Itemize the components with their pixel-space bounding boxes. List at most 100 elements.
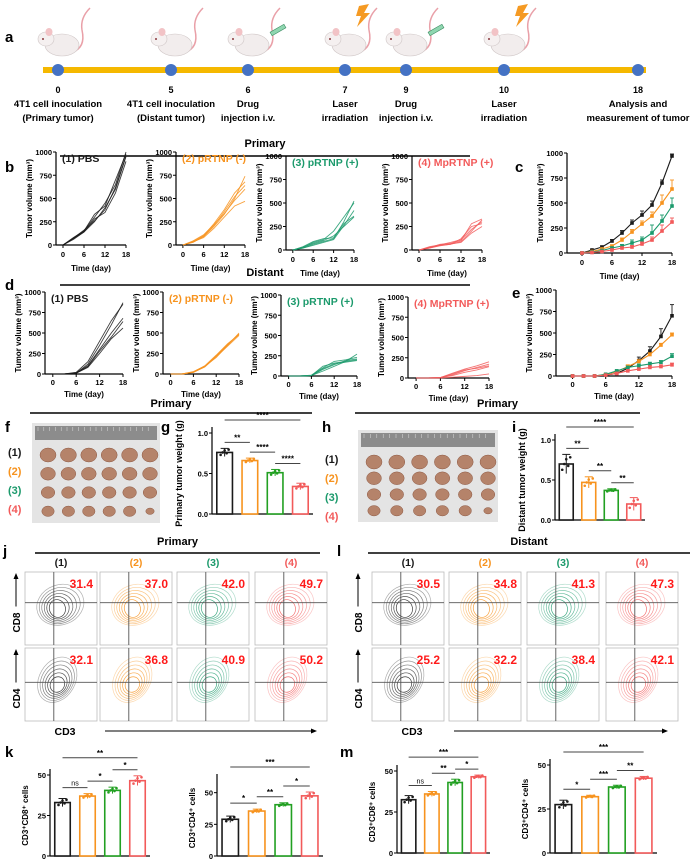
data-point [614, 371, 619, 376]
tumor-growth-panel-d-4: 0 250 500 750 1000 0 6 12 18 Tumor volume (mm³) Ti… [377, 293, 493, 403]
tumor [366, 488, 382, 501]
y-tick-label: 0 [168, 241, 172, 250]
replicate-dot [568, 455, 572, 459]
x-tick-label: 12 [635, 380, 643, 389]
tumor [81, 467, 97, 481]
contour-plot: 32.2 [448, 647, 522, 722]
panel-letter-c: c [515, 159, 523, 176]
replicate-dot [226, 817, 230, 821]
tumor [121, 467, 138, 481]
replicate-dot [269, 473, 273, 476]
significance-label: ** [234, 433, 241, 442]
quadrant-percentage: 41.3 [572, 577, 596, 591]
tumor [411, 454, 428, 470]
replicate-dot [115, 786, 118, 790]
tumor-growth-panel-d-2: 0 250 500 750 1000 0 6 12 18 Tumor volume (mm³) Ti… [132, 288, 243, 399]
x-axis-label: Time (day) [181, 390, 221, 399]
mouse-growth-line [182, 188, 246, 246]
plot-frame [24, 647, 98, 722]
replicate-dot [615, 784, 619, 788]
replicate-dot [90, 793, 93, 796]
y-tick-label: 250 [395, 223, 408, 232]
replicate-dot [560, 468, 564, 472]
contour [389, 664, 420, 699]
y-tick-label: 50 [538, 761, 546, 770]
mouse-growth-line [418, 223, 483, 251]
mean-line [572, 355, 673, 377]
significance-label: ns [417, 779, 425, 786]
contour [394, 672, 415, 695]
replicate-dot [588, 794, 592, 798]
x-tick-label: 18 [668, 258, 676, 267]
contour [472, 599, 490, 618]
y-tick-label: 1000 [265, 152, 282, 161]
y-axis-label: Tumor volume (mm³) [132, 293, 141, 372]
tumor-photo: (1) (2) (3) (4) [8, 423, 160, 523]
replicate-dot [219, 453, 222, 457]
significance-bracket: ** [566, 439, 589, 449]
replicate-dot [244, 460, 248, 464]
replicate-dot [617, 786, 621, 789]
significance-bracket: ns [408, 779, 432, 786]
significance-label: ** [97, 749, 104, 758]
tumor [389, 471, 405, 485]
arrow-head-icon [355, 573, 361, 579]
data-point [648, 349, 652, 353]
data-point [626, 369, 630, 373]
data-point [670, 354, 674, 359]
group-label: (2) [479, 557, 492, 569]
plot-frame [254, 647, 328, 722]
y-tick-label: 25 [205, 820, 213, 829]
y-axis-label: CD3⁺CD4⁺ cells [521, 778, 530, 839]
y-tick-label: 500 [395, 199, 408, 208]
contour [114, 660, 150, 701]
x-tick-label: 18 [350, 255, 358, 264]
bar [580, 481, 597, 521]
mouse-growth-line [292, 210, 355, 251]
significance-label: ** [627, 761, 634, 770]
replicate-dot [57, 803, 60, 807]
plot-frame [448, 571, 522, 646]
bar-3 [447, 778, 464, 854]
replicate-dot [632, 499, 636, 503]
mouse-growth-line [292, 202, 355, 251]
y-tick-label: 50 [385, 767, 393, 776]
y-tick-label: 250 [269, 223, 282, 232]
x-tick-label: 6 [604, 380, 608, 389]
contour [471, 672, 492, 695]
section-title: Distant [510, 536, 548, 548]
significance-bracket: *** [563, 743, 644, 753]
contour [119, 668, 145, 697]
tumor [458, 488, 473, 501]
contour [629, 599, 647, 618]
significance-label: **** [256, 411, 269, 420]
section-title: Primary [245, 138, 287, 150]
y-tick-label: 750 [550, 174, 563, 183]
contour [191, 660, 227, 701]
mouse-growth-line [62, 156, 127, 246]
timeline-label: Analysis and [609, 99, 668, 110]
plot-frame [24, 571, 98, 646]
arrow-head-icon [355, 649, 361, 655]
tumor-growth-panel-d-1: 0 250 500 750 1000 0 6 12 18 Tumor volume (mm³) Ti… [14, 288, 127, 399]
significance-bracket: **** [275, 454, 301, 464]
contour [272, 664, 303, 699]
data-point [610, 246, 614, 250]
x-tick-label: 12 [101, 250, 109, 259]
tumor [101, 467, 117, 481]
contour [123, 599, 141, 618]
y-axis-label: CD3⁺CD8⁺ cells [21, 785, 30, 846]
y-tick-label: 1000 [155, 148, 172, 157]
y-tick-label: 0 [278, 246, 282, 255]
significance-label: *** [599, 770, 609, 779]
plot-frame [448, 647, 522, 722]
group-title: (2) pRTNP (-) [169, 293, 233, 305]
replicate-dot [259, 808, 263, 812]
data-point [610, 239, 614, 243]
replicate-dot [299, 483, 302, 487]
y-tick-label: 500 [539, 329, 552, 338]
timeline-label: (Distant tumor) [137, 113, 205, 124]
quadrant-percentage: 32.1 [70, 653, 94, 667]
